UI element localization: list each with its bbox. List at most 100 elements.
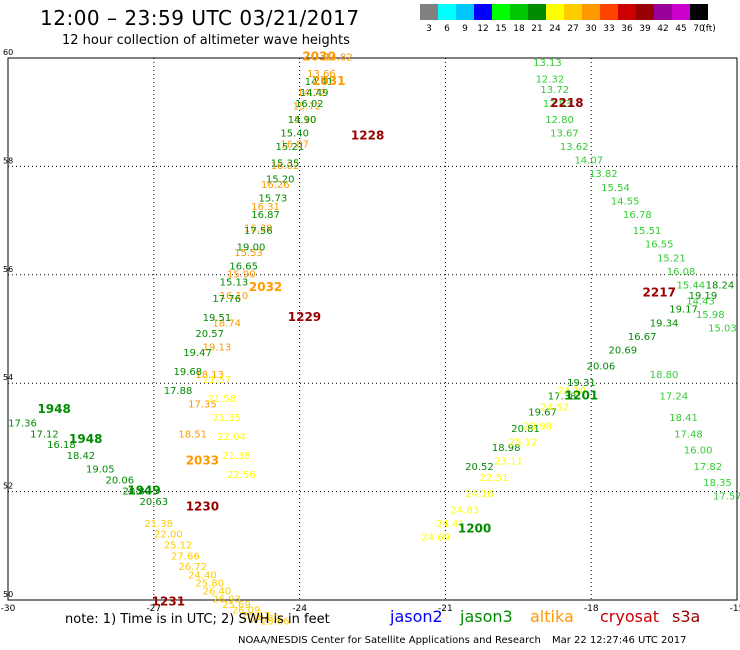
scale-label: 45 xyxy=(675,24,687,34)
data-point-label: 21.35 xyxy=(212,413,241,424)
scale-label: 42 xyxy=(657,24,669,34)
color-scale: 3 6 9 12 15 18 21 24 27 30 33 36 39 42 45 70 (ft) xyxy=(420,4,730,34)
data-point-label: 20.06 xyxy=(587,362,616,373)
scale-label: 70 xyxy=(693,24,705,34)
data-point-label: 17.56 xyxy=(244,226,273,237)
data-point-label: 16.02 xyxy=(295,99,324,110)
data-point-label: 26.93 xyxy=(212,595,241,606)
time-label: 1228 xyxy=(351,128,384,142)
data-point-label: 17.24 xyxy=(659,391,688,402)
data-point-label: 24.83 xyxy=(451,505,480,516)
scale-label: 12 xyxy=(477,24,489,34)
data-point-label: 27.66 xyxy=(171,551,200,562)
data-point-label: 17.38 xyxy=(548,391,577,402)
data-point-label: 14.82 xyxy=(324,53,353,64)
data-point-label: 21.38 xyxy=(144,519,173,530)
scale-label: 21 xyxy=(531,24,543,34)
data-point-label: 24.40 xyxy=(188,570,217,581)
data-point-label: 18.24 xyxy=(706,280,735,291)
data-point-label: 25.69 xyxy=(222,600,251,611)
plot-frame xyxy=(7,57,738,601)
time-label: 1948 xyxy=(37,402,70,416)
x-tick-label: -27 xyxy=(146,604,161,614)
data-point-label: 15.10 xyxy=(288,115,317,126)
data-point-label: 19.31 xyxy=(567,378,596,389)
data-point-label: 14.90 xyxy=(288,115,317,126)
data-point-label: 18.41 xyxy=(669,413,698,424)
data-point-label: 16.26 xyxy=(261,180,290,191)
data-point-label: 15.53 xyxy=(234,248,263,259)
scale-swatch xyxy=(690,4,708,20)
scale-swatch xyxy=(546,4,564,20)
scale-label: 9 xyxy=(462,24,468,34)
data-point-label: 24.10 xyxy=(557,386,586,397)
data-point-label: 18.51 xyxy=(178,429,207,440)
data-point-label: 24.69 xyxy=(421,532,450,543)
data-point-label: 15.35 xyxy=(271,158,300,169)
data-point-label: 25.66 xyxy=(261,616,290,627)
legend-jason2: jason2 xyxy=(390,607,443,626)
scale-swatch xyxy=(672,4,690,20)
scale-swatch xyxy=(528,4,546,20)
scale-label: 24 xyxy=(549,24,561,34)
data-point-label: 12.80 xyxy=(545,115,574,126)
data-point-label: 13.13 xyxy=(533,58,562,69)
legend-altika: altika xyxy=(530,607,574,626)
time-label: 1201 xyxy=(565,388,598,402)
data-point-label: 15.40 xyxy=(280,129,309,140)
data-point-label: 16.10 xyxy=(220,291,249,302)
data-point-label: 19.13 xyxy=(203,343,232,354)
legend-s3a: s3a xyxy=(672,607,701,626)
data-point-label: 13.72 xyxy=(540,85,569,96)
scale-swatch xyxy=(654,4,672,20)
scale-swatch xyxy=(618,4,636,20)
data-point-label: 24.41 xyxy=(436,519,465,530)
x-tick-label: -24 xyxy=(292,604,307,614)
data-point-label: 18.74 xyxy=(212,318,241,329)
legend-jason3: jason3 xyxy=(460,607,513,626)
data-point-label: 23.98 xyxy=(523,421,552,432)
data-point-label: 22.00 xyxy=(154,530,183,541)
data-point-label: 15.54 xyxy=(601,183,630,194)
time-label: 2031 xyxy=(312,74,345,88)
time-label: 2032 xyxy=(249,280,282,294)
y-tick-label: 56 xyxy=(3,265,13,274)
data-point-label: 16.39 xyxy=(244,223,273,234)
time-label: 2030 xyxy=(302,50,335,64)
data-point-label: 16.87 xyxy=(280,139,309,150)
data-point-label: 17.35 xyxy=(188,400,217,411)
data-point-label: 14.55 xyxy=(611,196,640,207)
data-point-label: 15.20 xyxy=(266,175,295,186)
scale-label: 33 xyxy=(603,24,615,34)
chart-title: 12:00 – 23:59 UTC 03/21/2017 xyxy=(40,6,360,30)
scale-swatch xyxy=(510,4,528,20)
data-point-label: 17.12 xyxy=(30,429,59,440)
data-point-label: 14.07 xyxy=(574,156,603,167)
data-point-label: 26.72 xyxy=(178,562,207,573)
data-point-label: 19.51 xyxy=(203,313,232,324)
data-point-label: 17.82 xyxy=(694,462,723,473)
data-point-label: 24.52 xyxy=(540,402,569,413)
data-point-label: 24.16 xyxy=(465,489,494,500)
data-point-label: 20.63 xyxy=(139,497,168,508)
time-label: 2033 xyxy=(186,454,219,468)
data-point-label: 21.58 xyxy=(208,394,237,405)
data-point-label: 13.62 xyxy=(560,142,589,153)
data-point-label: 12.32 xyxy=(536,74,565,85)
data-point-label: 18.98 xyxy=(492,443,521,454)
data-point-label: 25.12 xyxy=(164,541,193,552)
y-tick-label: 52 xyxy=(3,482,13,491)
legend-cryosat: cryosat xyxy=(600,607,660,626)
time-label: 1231 xyxy=(152,594,185,608)
data-point-label: 26.09 xyxy=(232,606,261,617)
data-point-label: 16.18 xyxy=(47,440,76,451)
data-point-label: 25.47 xyxy=(242,611,271,622)
data-point-label: 16.67 xyxy=(628,332,657,343)
data-point-label: 15.03 xyxy=(708,324,737,335)
data-point-label: 16.00 xyxy=(684,446,713,457)
data-point-label: 14.72 xyxy=(297,88,326,99)
data-point-label: 17.48 xyxy=(674,429,703,440)
scale-label: 36 xyxy=(621,24,633,34)
scale-label: 39 xyxy=(639,24,651,34)
data-point-label: 19.05 xyxy=(86,465,115,476)
